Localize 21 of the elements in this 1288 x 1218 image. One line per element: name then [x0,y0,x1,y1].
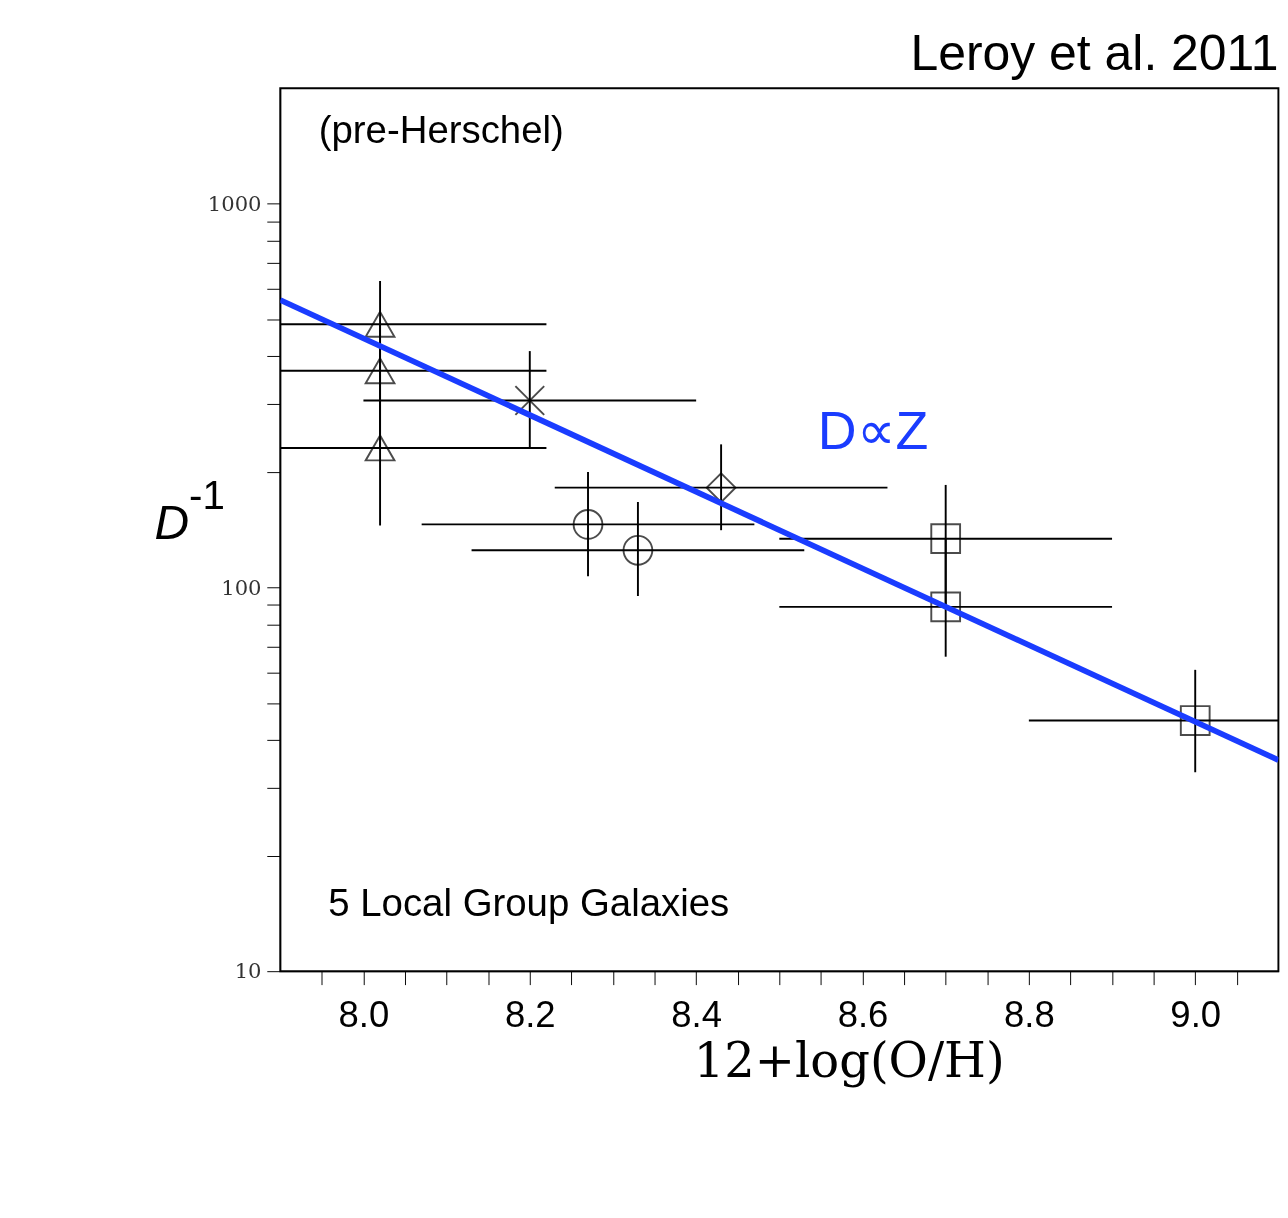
x-tick-label: 8.8 [1003,994,1055,1036]
point [705,472,737,504]
annotation: (pre-Herschel) [318,107,564,151]
point [572,509,604,540]
point [364,310,396,338]
annotation: 5 Local Group Galaxies [328,880,730,924]
y-tick-label: 100 [221,574,262,600]
point [514,385,546,416]
y-tick-label: 1000 [207,190,262,216]
point [930,523,962,555]
x-tick-label: 8.2 [504,994,556,1036]
x-tick-label: 8.0 [338,994,390,1036]
point [364,434,396,462]
point [622,534,654,566]
point [364,357,396,385]
x-tick-label: 9.0 [1170,994,1222,1036]
y-tick-label: 10 [234,958,262,984]
chart-title: Leroy et al. 2011 [910,24,1279,81]
point [930,591,962,623]
point [1179,705,1211,736]
annotation: D∝Z [817,399,929,460]
